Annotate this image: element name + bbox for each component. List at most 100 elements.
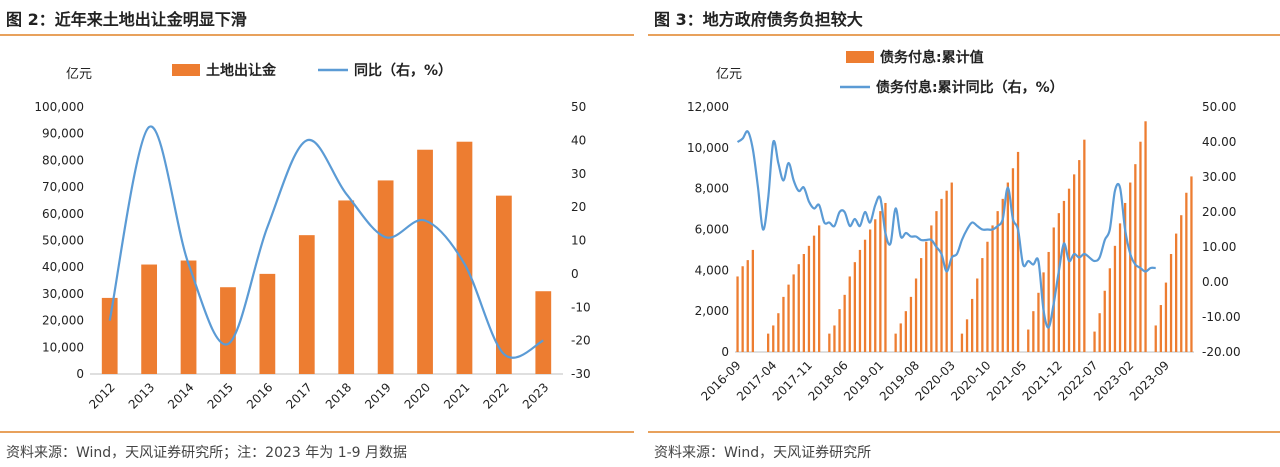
bar — [259, 273, 276, 374]
left-axis-tick-label: 60,000 — [42, 207, 84, 221]
bar — [904, 311, 907, 352]
bar — [965, 319, 969, 352]
bar — [960, 333, 964, 352]
bar — [1098, 313, 1101, 352]
bar — [869, 229, 872, 352]
x-axis-tick-label: 2023-09 — [1127, 358, 1172, 403]
bar — [1154, 325, 1157, 352]
bar — [1164, 282, 1168, 352]
bar — [535, 291, 552, 374]
bar — [1180, 215, 1183, 352]
bar — [879, 211, 882, 352]
right-axis-tick-label: -10.00 — [1202, 310, 1241, 324]
left-axis-tick-label: 4,000 — [695, 263, 729, 277]
bar — [996, 211, 999, 352]
legend-line-label: 债务付息:累计同比（右，%） — [876, 79, 1064, 96]
bar — [950, 182, 953, 352]
bar — [833, 325, 836, 352]
bar — [986, 241, 989, 352]
right-axis-tick-label: -20.00 — [1202, 345, 1241, 359]
left-axis-tick-label: 10,000 — [42, 340, 84, 354]
bar — [1093, 331, 1096, 352]
left-axis-tick-label: 8,000 — [695, 182, 729, 196]
right-axis-tick-label: -30 — [571, 367, 591, 381]
right-axis-tick-label: -20 — [571, 334, 591, 348]
x-axis-tick-label: 2014 — [165, 380, 196, 411]
bar — [843, 294, 846, 352]
bar — [1083, 139, 1086, 352]
bar — [1073, 174, 1076, 352]
bar — [1067, 188, 1071, 352]
bar — [787, 284, 790, 352]
bar — [818, 225, 821, 352]
bar — [1006, 182, 1009, 352]
bar — [914, 278, 918, 352]
right-figure-title: 图 3：地方政府债务负担较大 — [654, 10, 863, 29]
bar — [1124, 202, 1127, 352]
x-axis-tick-label: 2017 — [283, 380, 314, 411]
x-axis-tick-label: 2012 — [86, 380, 117, 411]
right-source-note: 资料来源：Wind，天风证券研究所 — [654, 445, 872, 461]
x-axis-tick-label: 2018 — [323, 380, 354, 411]
left-axis-tick-label: 12,000 — [687, 100, 729, 114]
left-top-rule — [0, 34, 634, 36]
bar — [807, 245, 811, 352]
left-chart-panel: 图 2：近年来土地出让金明显下滑 亿元 土地出让金 同比（右，%） 0 10,000 20… — [0, 0, 634, 467]
bar — [1011, 168, 1015, 352]
left-bottom-rule — [0, 431, 634, 433]
x-axis-tick-label: 2021 — [441, 380, 472, 411]
bar — [1052, 227, 1055, 352]
right-bottom-rule — [648, 431, 1280, 433]
bar — [298, 235, 315, 374]
left-axis-tick-label: 50,000 — [42, 234, 84, 248]
yoy-line — [736, 130, 1156, 329]
bar — [1078, 160, 1081, 352]
left-axis-tick-label: 10,000 — [687, 141, 729, 155]
bar — [848, 276, 851, 352]
bar — [1185, 192, 1188, 352]
bar — [141, 264, 158, 374]
x-axis-tick-label: 2016 — [244, 380, 275, 411]
bar — [797, 264, 800, 352]
bar — [838, 309, 841, 352]
bar — [417, 149, 433, 374]
bar — [991, 225, 994, 352]
bar — [1047, 251, 1050, 352]
bar — [772, 325, 775, 352]
left-axis-tick-label: 6,000 — [695, 223, 729, 237]
bar — [812, 235, 816, 352]
legend-bar-swatch — [846, 51, 874, 63]
bar — [1113, 245, 1117, 352]
bar — [101, 297, 118, 374]
bar — [858, 249, 862, 352]
bar — [1037, 292, 1040, 352]
bar — [920, 258, 923, 352]
legend-bar-swatch — [172, 64, 200, 76]
bar — [1001, 198, 1004, 352]
bar — [935, 211, 938, 352]
x-axis-tick-label: 2020 — [402, 380, 433, 411]
bar — [1062, 200, 1066, 352]
right-axis-tick-label: 10 — [571, 234, 586, 248]
x-axis-tick-label: 2015 — [205, 380, 236, 411]
left-axis-tick-label: 30,000 — [42, 287, 84, 301]
bar — [1027, 329, 1030, 352]
bar — [767, 333, 770, 352]
x-axis-tick-label: 2013 — [126, 380, 157, 411]
left-axis-tick-label: 90,000 — [42, 127, 84, 141]
right-axis-tick-label: 30 — [571, 167, 586, 181]
right-axis-tick-label: 0 — [571, 267, 579, 281]
bar — [884, 202, 887, 352]
bar — [456, 141, 473, 374]
x-axis-tick-label: 2023 — [520, 380, 551, 411]
left-axis-unit-label: 亿元 — [716, 67, 742, 82]
bar — [338, 200, 355, 374]
bar — [1032, 311, 1035, 352]
bar — [1134, 164, 1137, 352]
bar — [792, 274, 795, 352]
bar — [1190, 176, 1193, 352]
left-figure-title: 图 2：近年来土地出让金明显下滑 — [6, 10, 247, 29]
bar — [495, 195, 512, 374]
left-axis-tick-label: 70,000 — [42, 180, 84, 194]
